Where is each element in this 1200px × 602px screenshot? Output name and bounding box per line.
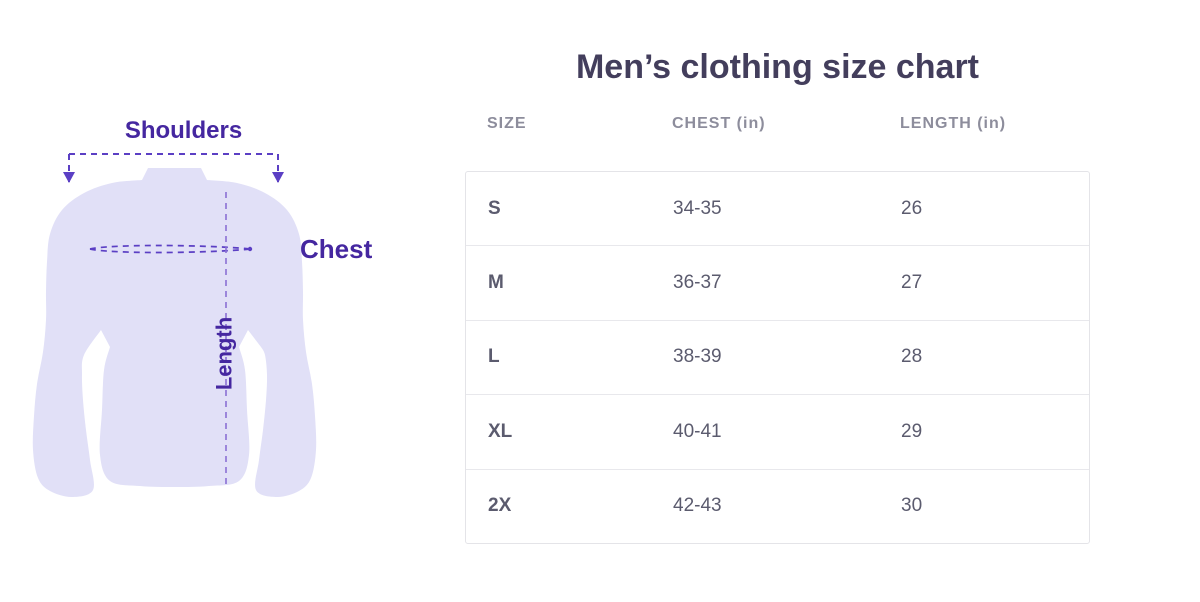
svg-text:Shoulders: Shoulders [125, 117, 242, 144]
svg-text:Chest: Chest [300, 234, 373, 264]
svg-text:Length: Length [212, 317, 237, 390]
